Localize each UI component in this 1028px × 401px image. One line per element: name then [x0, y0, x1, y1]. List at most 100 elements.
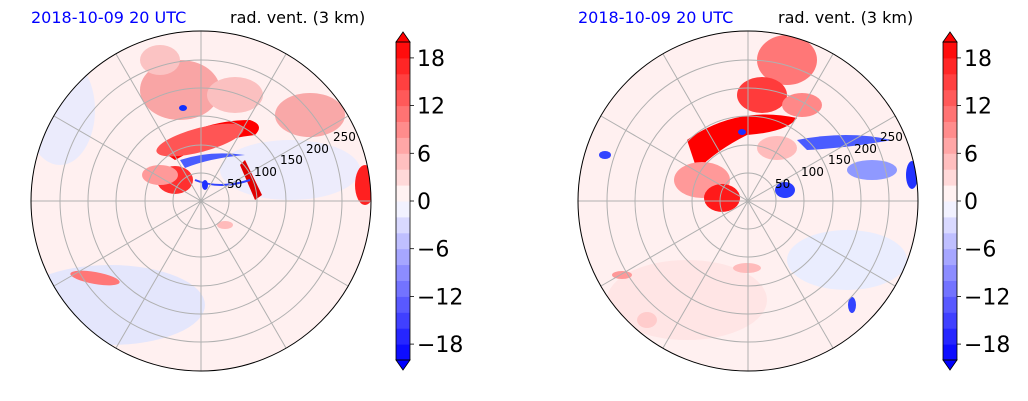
field-patch-pos: [70, 270, 120, 286]
azimuth-lines: [31, 31, 371, 371]
velocity-field: [599, 35, 918, 340]
range-label: 50: [775, 177, 790, 191]
range-label: 150: [280, 153, 303, 167]
range-label: 200: [854, 142, 877, 156]
field-patch-strong-pos: [737, 77, 787, 113]
colorbar-segment: [943, 169, 957, 186]
range-label: 250: [880, 130, 903, 144]
colorbar-segment: [943, 312, 957, 329]
colorbar-segment: [396, 137, 410, 154]
colorbar-segment: [943, 137, 957, 154]
colorbar-segment: [396, 328, 410, 345]
colorbar-segment: [396, 169, 410, 186]
colorbar-segment: [943, 280, 957, 297]
field-patch-strong-neg: [179, 105, 187, 111]
field-patch-pos: [275, 93, 345, 137]
colorbar-tick-label: 0: [417, 190, 431, 215]
colorbar-segment: [943, 57, 957, 75]
field-patch-pos: [140, 45, 180, 75]
colorbar-segment: [396, 280, 410, 297]
colorbar-segment: [943, 73, 957, 91]
colorbar-segment: [396, 105, 410, 122]
colorbar-segment: [396, 185, 410, 202]
colorbar-tick-label: −18: [417, 333, 463, 358]
colorbar-tick-label: 0: [964, 190, 978, 215]
colorbar-segment: [396, 296, 410, 313]
colorbar-extend-max: [942, 31, 958, 43]
field-patch-pos: [142, 165, 178, 185]
range-label: 200: [306, 142, 329, 156]
panel-time-title: 2018-10-09 20 UTC: [578, 8, 734, 27]
colorbar-segment: [943, 264, 957, 281]
colorbar-segment: [943, 89, 957, 107]
colorbar-segment: [396, 248, 410, 266]
panel-variable-title: rad. vent. (3 km): [778, 8, 914, 27]
field-patch-pos: [156, 123, 244, 157]
azimuth-line: [600, 115, 896, 287]
colorbar-segment: [396, 264, 410, 281]
colorbar-segment: [943, 344, 957, 361]
colorbar-tick-label: 18: [417, 47, 445, 72]
colorbar-segment: [396, 344, 410, 361]
field-patch-neg: [787, 230, 907, 290]
plot-boundary: [30, 30, 372, 372]
field-patch-strong-neg: [202, 180, 208, 190]
panel-left: 2018-10-09 20 UTC rad. vent. (3 km): [30, 8, 463, 372]
colorbar-segment: [396, 89, 410, 107]
field-patch-pos: [757, 35, 817, 85]
colorbar-extend-min: [395, 359, 411, 371]
panel-time-title: 2018-10-09 20 UTC: [31, 8, 187, 27]
field-patch-pos: [217, 221, 233, 229]
field-patch-strong-pos: [355, 165, 371, 205]
colorbar-tick-label: 18: [964, 47, 992, 72]
colorbar-segment: [396, 232, 410, 250]
colorbar-segment: [396, 57, 410, 75]
panel-right: 2018-10-09 20 UTC rad. vent. (3 km): [547, 0, 1028, 401]
colorbar-segment: [396, 216, 410, 234]
colorbar-tick-label: −6: [964, 238, 996, 263]
colorbar-segment: [396, 73, 410, 91]
colorbar-segment: [943, 153, 957, 170]
colorbar-tick-label: −18: [964, 333, 1010, 358]
colorbar-tick-label: 6: [964, 142, 978, 167]
colorbar-segment: [943, 296, 957, 313]
colorbar-segment: [943, 201, 957, 218]
colorbar-tick-label: −12: [417, 285, 463, 310]
colorbar-tick-label: 12: [417, 95, 445, 120]
field-patch-strong-pos: [687, 114, 797, 170]
colorbar-segment: [943, 248, 957, 266]
field-patch-neg: [194, 179, 251, 186]
field-patch-pos: [782, 93, 822, 117]
field-patch-pos: [733, 263, 761, 273]
panel-variable-title: rad. vent. (3 km): [230, 8, 366, 27]
field-patch-neg: [31, 55, 95, 165]
range-label: 100: [801, 165, 824, 179]
colorbar-tick-label: −12: [964, 285, 1010, 310]
field-patch-strong-neg: [848, 297, 856, 313]
field-patch-strong-neg: [738, 129, 746, 135]
range-label: 50: [227, 177, 242, 191]
field-patch-pos: [757, 136, 797, 160]
range-label: 250: [333, 130, 356, 144]
colorbar-segment: [943, 185, 957, 202]
colorbar-tick-label: 6: [417, 142, 431, 167]
polar-plot: 50 100 150 200 250 18 12 6 0 −6 −12 −18: [577, 30, 1010, 372]
colorbar-segment: [396, 312, 410, 329]
colorbar-segment: [396, 201, 410, 218]
azimuth-line: [53, 115, 349, 287]
field-patch-strong-neg: [599, 151, 611, 159]
colorbar-extend-max: [395, 31, 411, 43]
colorbar-segment: [396, 121, 410, 138]
plot-boundary: [577, 30, 919, 372]
field-patch-strong-pos: [240, 160, 262, 200]
range-label: 150: [828, 153, 851, 167]
colorbar: 18 12 6 0 −6 −12 −18: [395, 31, 463, 371]
colorbar-segment: [396, 42, 410, 59]
field-patch-pos: [207, 77, 263, 113]
field-patch-strong-pos: [704, 184, 740, 212]
colorbar-tick-label: 12: [964, 95, 992, 120]
colorbar-segment: [943, 42, 957, 59]
colorbar-segment: [396, 153, 410, 170]
colorbar-segment: [943, 328, 957, 345]
range-label: 100: [254, 165, 277, 179]
